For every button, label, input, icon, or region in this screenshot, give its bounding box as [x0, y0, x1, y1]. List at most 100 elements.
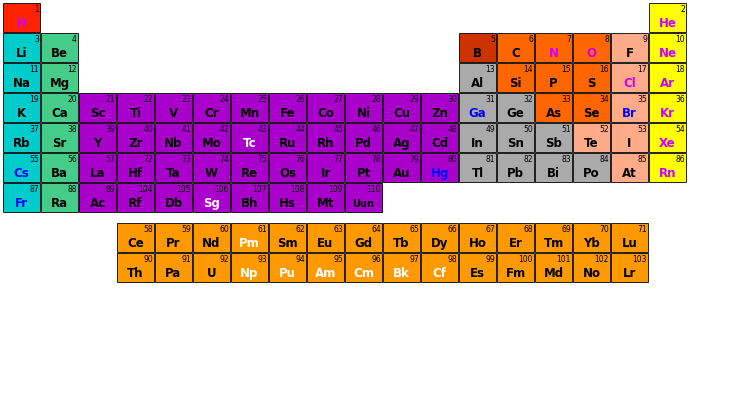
Text: 56: 56 — [67, 154, 77, 164]
Text: As: As — [545, 107, 561, 120]
Text: Tl: Tl — [471, 167, 484, 180]
Bar — [231, 183, 268, 212]
Text: Th: Th — [127, 267, 143, 280]
Bar — [421, 153, 458, 182]
Text: 13: 13 — [485, 64, 495, 73]
Text: Po: Po — [583, 167, 600, 180]
Text: La: La — [90, 167, 105, 180]
Text: Ho: Ho — [468, 237, 487, 250]
Bar — [345, 93, 382, 122]
Bar — [307, 93, 344, 122]
Bar — [3, 93, 40, 122]
Bar — [269, 253, 306, 282]
Text: 92: 92 — [220, 254, 229, 264]
Text: 58: 58 — [143, 224, 153, 234]
Text: Hg: Hg — [430, 167, 449, 180]
Bar — [649, 63, 686, 92]
Text: 73: 73 — [182, 154, 191, 164]
Bar — [497, 153, 534, 182]
Text: 96: 96 — [371, 254, 381, 264]
Text: Cd: Cd — [431, 137, 448, 150]
Text: 7: 7 — [566, 34, 571, 43]
Text: Sn: Sn — [507, 137, 524, 150]
Text: 107: 107 — [253, 185, 267, 194]
Text: 12: 12 — [67, 64, 77, 73]
Text: 57: 57 — [105, 154, 115, 164]
Bar — [79, 123, 116, 152]
Text: Lu: Lu — [621, 237, 638, 250]
Bar — [79, 93, 116, 122]
Bar — [41, 93, 78, 122]
Text: 99: 99 — [485, 254, 495, 264]
Text: Md: Md — [543, 267, 564, 280]
Text: 1: 1 — [34, 4, 39, 13]
Text: Ca: Ca — [51, 107, 68, 120]
Text: 110: 110 — [367, 185, 381, 194]
Text: 80: 80 — [447, 154, 457, 164]
Bar — [497, 93, 534, 122]
Text: Os: Os — [279, 167, 296, 180]
Bar — [383, 153, 420, 182]
Text: 95: 95 — [333, 254, 343, 264]
Text: Nd: Nd — [202, 237, 220, 250]
Text: 37: 37 — [29, 124, 39, 134]
Bar — [3, 153, 40, 182]
Bar — [649, 153, 686, 182]
Text: Dy: Dy — [431, 237, 448, 250]
Text: Bk: Bk — [393, 267, 410, 280]
Text: Pm: Pm — [239, 237, 260, 250]
Text: 63: 63 — [333, 224, 343, 234]
Bar — [117, 153, 154, 182]
Bar — [155, 153, 192, 182]
Text: Pd: Pd — [355, 137, 372, 150]
Text: 67: 67 — [485, 224, 495, 234]
Text: Xe: Xe — [660, 137, 676, 150]
Text: Np: Np — [240, 267, 258, 280]
Text: Fe: Fe — [280, 107, 295, 120]
Text: 22: 22 — [143, 94, 153, 104]
Text: 5: 5 — [490, 34, 495, 43]
Text: 2: 2 — [680, 4, 685, 13]
Text: Ta: Ta — [166, 167, 181, 180]
Bar — [573, 223, 610, 252]
Text: 30: 30 — [447, 94, 457, 104]
Text: In: In — [471, 137, 484, 150]
Bar — [307, 183, 344, 212]
Text: 29: 29 — [409, 94, 419, 104]
Text: Mn: Mn — [239, 107, 260, 120]
Text: Ag: Ag — [393, 137, 410, 150]
Bar — [649, 33, 686, 62]
Bar — [535, 153, 572, 182]
Text: Na: Na — [12, 77, 31, 90]
Bar — [573, 93, 610, 122]
Text: Ru: Ru — [279, 137, 296, 150]
Text: Er: Er — [509, 237, 523, 250]
Text: Kr: Kr — [660, 107, 675, 120]
Bar — [155, 253, 192, 282]
Bar — [611, 253, 648, 282]
Text: K: K — [17, 107, 26, 120]
Text: 109: 109 — [329, 185, 343, 194]
Text: Es: Es — [470, 267, 485, 280]
Text: Tm: Tm — [543, 237, 564, 250]
Bar — [155, 123, 192, 152]
Text: 44: 44 — [295, 124, 305, 134]
Text: 85: 85 — [638, 154, 647, 164]
Bar — [3, 63, 40, 92]
Text: Yb: Yb — [583, 237, 600, 250]
Text: Hs: Hs — [279, 197, 296, 210]
Text: Nb: Nb — [164, 137, 183, 150]
Text: 74: 74 — [220, 154, 229, 164]
Bar — [497, 253, 534, 282]
Bar — [611, 223, 648, 252]
Text: 23: 23 — [182, 94, 191, 104]
Text: 64: 64 — [371, 224, 381, 234]
Text: 4: 4 — [72, 34, 77, 43]
Text: H: H — [17, 17, 26, 30]
Text: Cs: Cs — [14, 167, 29, 180]
Bar — [383, 223, 420, 252]
Text: 35: 35 — [638, 94, 647, 104]
Text: 83: 83 — [561, 154, 571, 164]
Text: Be: Be — [51, 47, 68, 60]
Text: 18: 18 — [676, 64, 685, 73]
